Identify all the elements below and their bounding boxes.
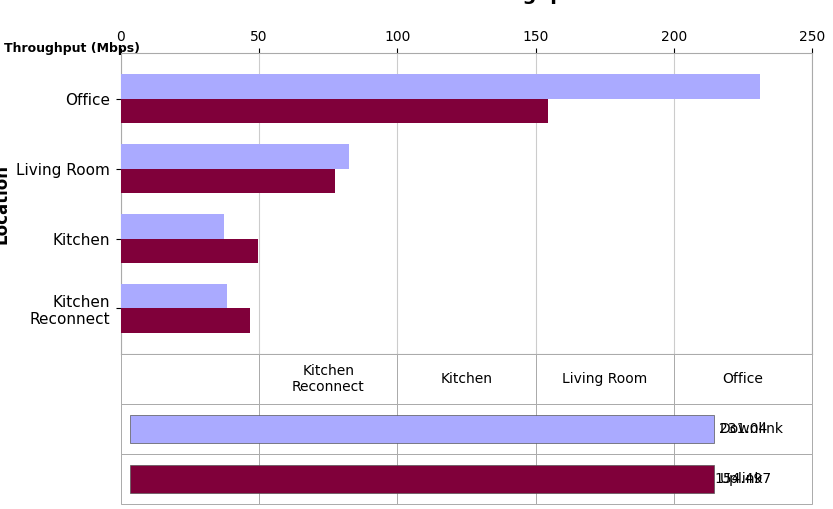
Bar bbox=[131, 415, 714, 443]
Bar bbox=[121, 239, 257, 263]
Bar bbox=[131, 465, 714, 493]
Bar bbox=[121, 308, 250, 333]
Y-axis label: Location: Location bbox=[0, 163, 11, 244]
Title: Two Node Throughput: Two Node Throughput bbox=[346, 0, 587, 4]
Bar bbox=[121, 284, 227, 308]
Text: Uplink: Uplink bbox=[720, 472, 763, 486]
Bar bbox=[121, 168, 336, 193]
Bar bbox=[121, 144, 350, 168]
Bar bbox=[121, 74, 760, 99]
Bar bbox=[121, 99, 548, 123]
Bar bbox=[121, 214, 224, 239]
Text: Throughput (Mbps): Throughput (Mbps) bbox=[4, 42, 140, 55]
Text: Downlink: Downlink bbox=[720, 422, 784, 436]
